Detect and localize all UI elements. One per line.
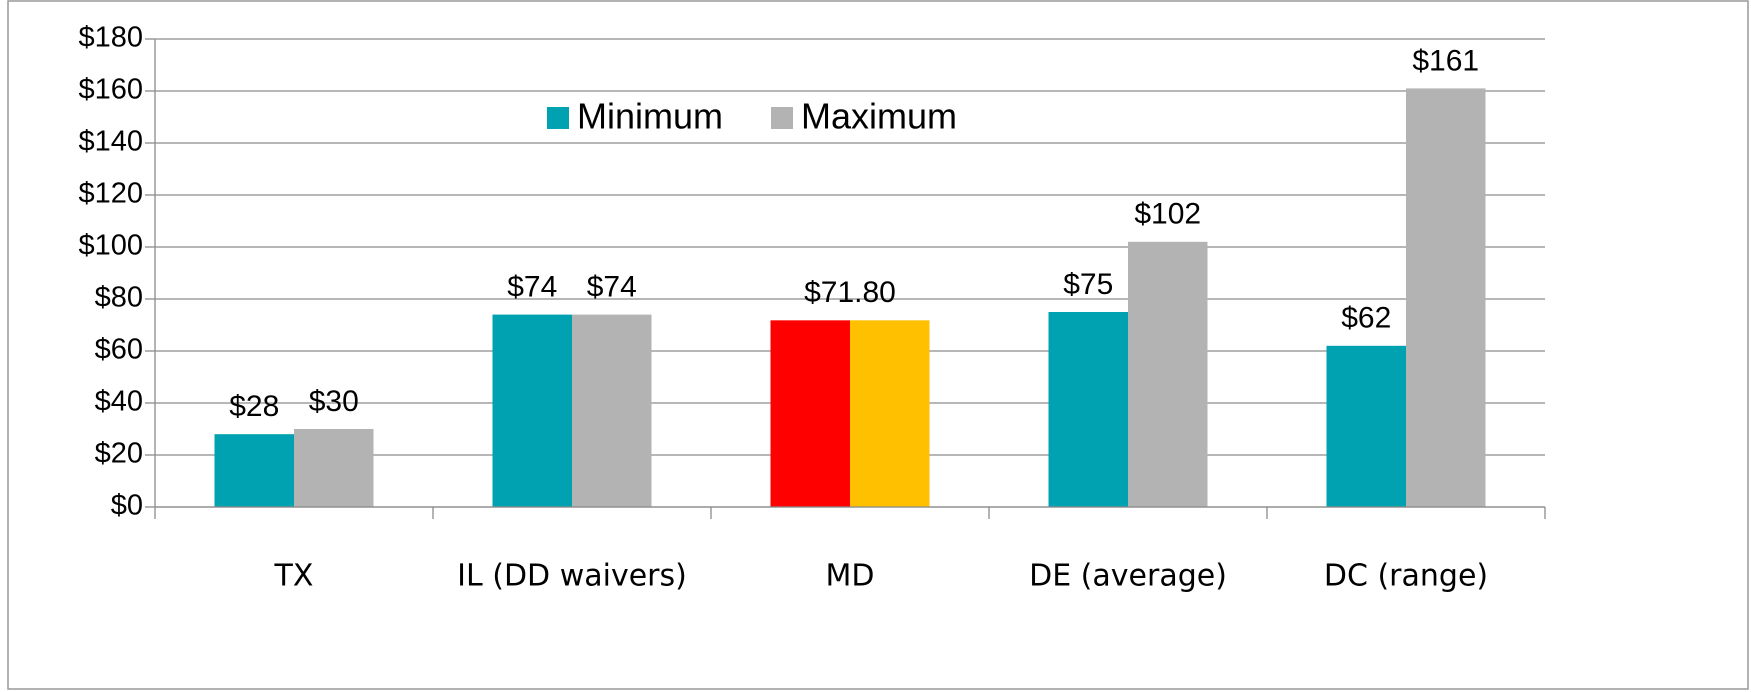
data-label: $74 <box>507 271 557 304</box>
y-tick-label: $60 <box>95 334 143 366</box>
legend-swatch <box>771 107 794 129</box>
bar <box>492 314 572 507</box>
legend-label: Maximum <box>801 96 957 137</box>
bar <box>850 320 930 507</box>
y-tick-label: $160 <box>78 74 143 106</box>
data-label: $102 <box>1134 198 1201 231</box>
y-tick-label: $0 <box>111 490 143 522</box>
bar <box>1048 312 1128 507</box>
data-label: $74 <box>587 271 637 304</box>
bar <box>572 314 652 507</box>
bar <box>1128 241 1208 508</box>
x-tick-label: DC (range) <box>1324 559 1488 594</box>
data-label: $161 <box>1412 44 1479 77</box>
bar <box>1406 88 1486 508</box>
data-label: $62 <box>1341 302 1391 335</box>
y-tick-label: $20 <box>95 438 143 470</box>
y-tick-label: $100 <box>78 230 143 262</box>
bar <box>1326 345 1406 507</box>
x-tick-label: TX <box>274 559 314 594</box>
y-tick-label: $40 <box>95 386 143 418</box>
data-label: $28 <box>229 390 279 423</box>
bar <box>214 434 294 507</box>
y-tick-label: $80 <box>95 282 143 314</box>
bar <box>294 429 374 507</box>
data-label: $71.80 <box>804 276 896 309</box>
y-tick-label: $140 <box>78 126 143 158</box>
data-label: $75 <box>1063 268 1113 301</box>
x-tick-label: IL (DD waivers) <box>457 559 687 594</box>
y-tick-label: $180 <box>78 22 143 54</box>
x-tick-label: DE (average) <box>1029 559 1227 594</box>
x-tick-label: MD <box>826 559 875 594</box>
legend-swatch <box>547 107 569 129</box>
bar <box>770 320 850 507</box>
legend-label: Minimum <box>577 96 723 137</box>
y-tick-label: $120 <box>78 178 143 210</box>
data-label: $30 <box>309 385 359 418</box>
